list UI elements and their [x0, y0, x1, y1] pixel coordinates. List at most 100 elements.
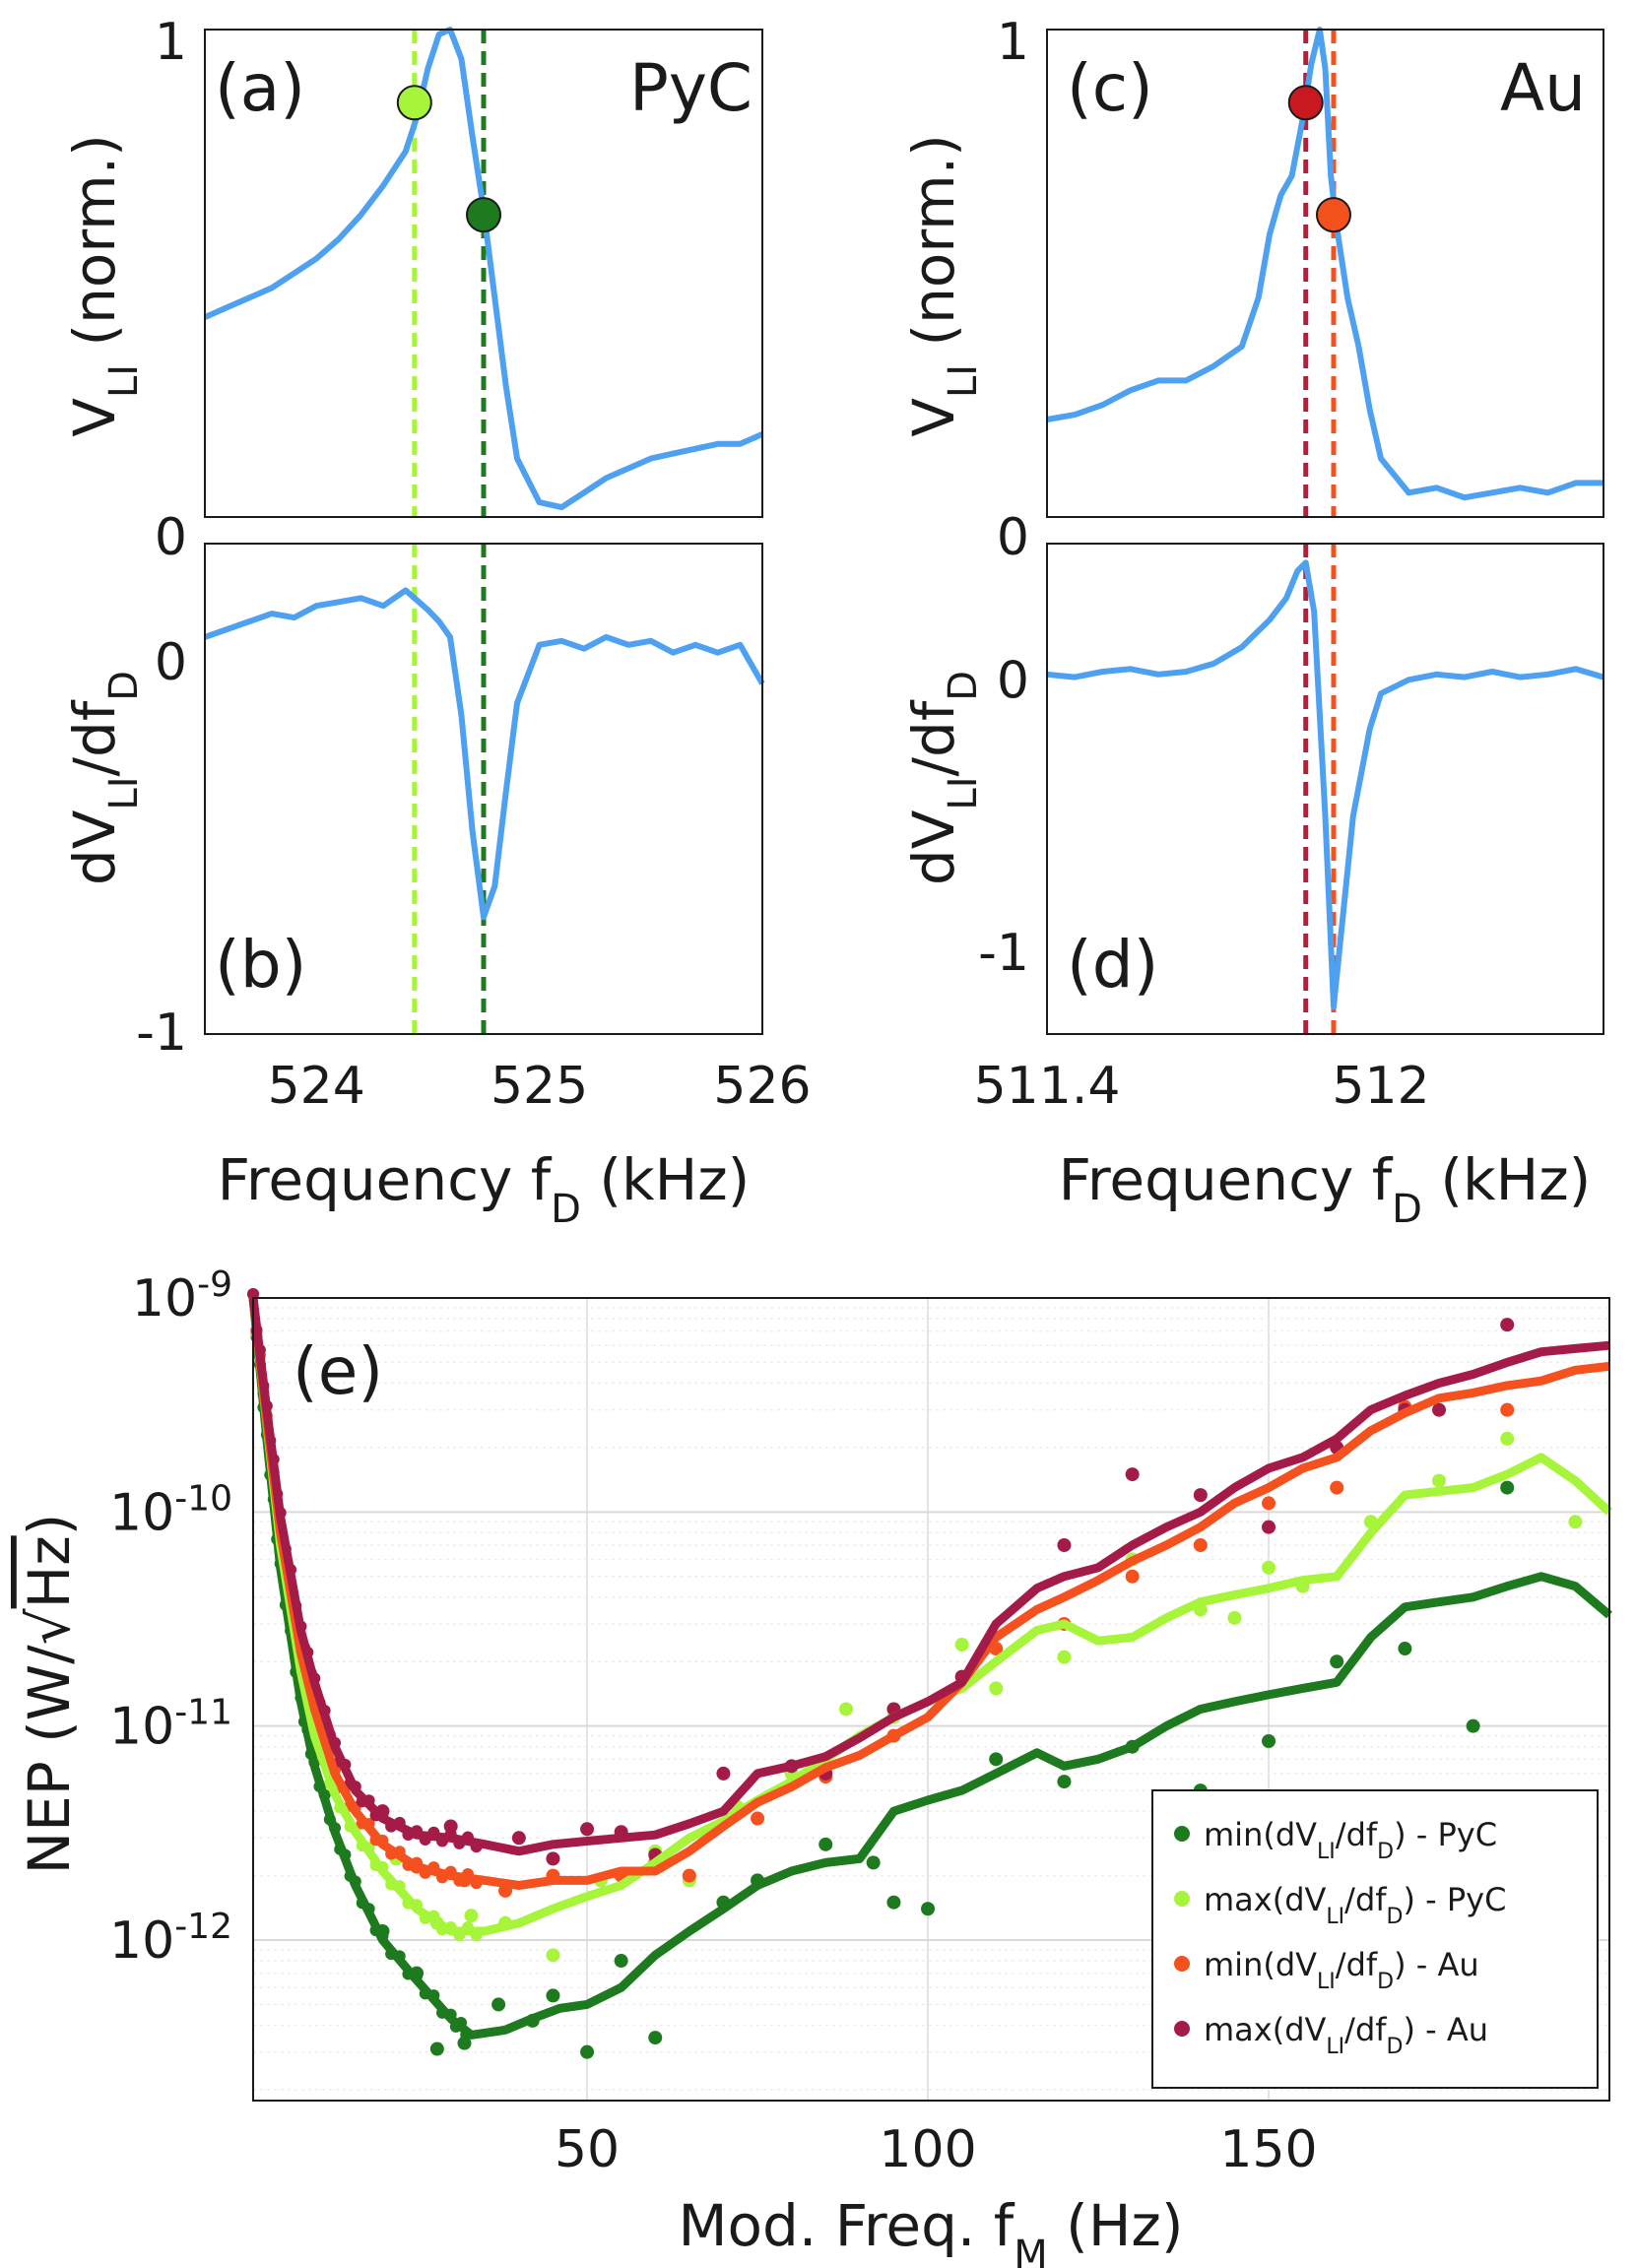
panel-e-dot-series-0 [1398, 1642, 1412, 1656]
legend-box [1151, 1789, 1599, 2089]
panel-d-label: (d) [1067, 927, 1158, 1003]
panel-b-xtick-0: 524 [268, 1057, 365, 1116]
panel-e-dot-series-0 [1057, 1775, 1072, 1789]
legend-label-min-pyc: min(dVLI/dfD) - PyC [1204, 1816, 1497, 1864]
panel-e-xlabel-sub: M [1014, 2233, 1048, 2268]
panel-e-line-series-2 [248, 1297, 1610, 1890]
panel-c-curve [1046, 27, 1603, 501]
panel-e-line-series-0 [248, 1297, 1612, 2040]
panel-e-dot-series-2 [682, 1868, 696, 1883]
panel-b-xlabel-main: Frequency f [218, 1146, 553, 1213]
panel-a-curve [203, 27, 764, 511]
panel-a-material: PyC [629, 50, 753, 126]
legend-marker-min-pyc [1174, 1826, 1190, 1842]
panel-e-plot [247, 1288, 1613, 2059]
panel-e-dot-series-3 [1057, 1537, 1072, 1552]
panel-c-ylabel-sub: LI [941, 364, 986, 398]
legend-label-max-pyc: max(dVLI/dfD) - PyC [1204, 1881, 1506, 1929]
panel-d-ylabel: dVLI/dfD [900, 671, 986, 885]
legend-label-max-au: max(dVLI/dfD) - Au [1204, 2011, 1488, 2059]
panel-c-material: Au [1500, 50, 1586, 126]
panel-b-xtick-2: 526 [713, 1057, 811, 1116]
panel-e-frame [252, 1297, 1610, 2102]
panel-d-ytick-0: -1 [978, 924, 1029, 983]
panel-e-dot-series-0 [886, 1895, 901, 1910]
panel-c-ytick-min: 0 [997, 508, 1029, 567]
panel-e-dot-series-0 [546, 1988, 560, 2003]
panel-a-ytick-max: 1 [155, 13, 187, 72]
panel-e-ylabel-rad: Hz [16, 1535, 83, 1608]
panel-e-xticks: 50 100 150 [555, 2120, 1318, 2179]
panel-e-dot-series-1 [464, 1909, 479, 1923]
panel-a-marker-0 [396, 85, 432, 121]
panel-b: (b) 0 -1 524 525 526 dVLI/dfD Frequency fD… [61, 543, 812, 1232]
panel-e-ylabel: NEP (W/√Hz) [16, 1514, 83, 1875]
panel-b-ylabel: dVLI/dfD [61, 671, 147, 885]
panel-a-frame [204, 29, 763, 518]
legend-label-min-au: min(dVLI/dfD) - Au [1204, 1946, 1479, 1994]
panel-a-ylabel: VLI (norm.) [61, 134, 147, 436]
panel-b-xlabel-sub: D [551, 1187, 581, 1232]
panel-e-label: (e) [293, 1333, 383, 1409]
panel-e-dot-series-0 [491, 1997, 506, 2012]
panel-e-xlabel-main: Mod. Freq. f [679, 2192, 1015, 2259]
panel-e-dot-series-0 [921, 1902, 936, 1916]
legend-entry-min-au: min(dVLI/dfD) - Au [1174, 1946, 1479, 1994]
panel-d-ylabel-mid: /df [900, 699, 967, 776]
panel-c-frame [1046, 29, 1604, 518]
panel-e-dot-series-0 [1330, 1654, 1344, 1669]
panel-e-dot-series-2 [1330, 1480, 1344, 1495]
panel-d-ylabel-main: dV [900, 810, 967, 885]
panel-e-dot-series-0 [866, 1855, 881, 1870]
panel-d-xlabel-sub: D [1392, 1187, 1422, 1232]
panel-e-ytick-0: 10-9 [132, 1264, 232, 1329]
panel-b-label: (b) [215, 927, 306, 1003]
panel-b-curve [204, 587, 765, 921]
panel-b-plot [204, 544, 765, 1034]
panel-b-ylabel-main: dV [61, 810, 128, 885]
legend-marker-max-pyc [1174, 1891, 1190, 1907]
panel-e-yticks: 10-9 10-10 10-11 10-12 [109, 1264, 232, 1972]
panel-e-dot-series-1 [1057, 1650, 1072, 1664]
panel-c-ytick-max: 1 [997, 13, 1029, 72]
panel-e-dot-series-1 [1262, 1560, 1276, 1575]
panel-e-xtick-2: 150 [1219, 2120, 1317, 2179]
panel-d: (d) -10 511.4 512 dVLI/dfD Frequency fD (… [900, 543, 1604, 1232]
legend-entry-max-pyc: max(dVLI/dfD) - PyC [1174, 1881, 1506, 1929]
panel-b-ylabel-sub2: D [101, 671, 147, 701]
panel-e-ytick-1: 10-10 [109, 1478, 232, 1543]
panel-e-dot-series-0 [1262, 1734, 1276, 1749]
panel-a-ylabel-suffix: (norm.) [61, 134, 128, 364]
panel-b-xticks: 524 525 526 [268, 1057, 812, 1116]
panel-d-xtick-1: 512 [1332, 1057, 1429, 1116]
legend-marker-min-au [1174, 1956, 1190, 1972]
panel-b-ylabel-sub: LI [101, 777, 147, 810]
panel-e-dot-series-2 [751, 1811, 765, 1826]
panel-d-xtick-0: 511.4 [974, 1057, 1121, 1116]
panel-e-dot-series-1 [1432, 1473, 1447, 1488]
panel-e-ylabel-root: √ [16, 1608, 83, 1645]
panel-c: (c) Au 1 0 VLI (norm.) [900, 13, 1604, 567]
panel-e-dot-series-2 [1500, 1402, 1515, 1417]
panel-d-ylabel-sub: LI [941, 777, 986, 810]
panel-d-yticks: -1 0 [978, 651, 1029, 983]
panel-b-ytick-min: -1 [136, 1004, 187, 1063]
panel-e-dot-series-3 [1125, 1467, 1140, 1482]
panel-d-xlabel-main: Frequency f [1059, 1146, 1394, 1213]
panel-a-ylabel-main: V [61, 398, 128, 437]
panel-e-dot-series-1 [989, 1681, 1004, 1696]
panel-e-dot-series-3 [1432, 1402, 1447, 1417]
panel-e-xtick-1: 100 [879, 2120, 976, 2179]
panel-e-line-series-3 [248, 1297, 1610, 1856]
panel-e-dot-series-0 [989, 1752, 1004, 1767]
panel-b-xlabel: Frequency fD (kHz) [218, 1146, 751, 1232]
panel-e-dot-series-0 [818, 1837, 833, 1851]
panel-a-marker-1 [466, 197, 501, 233]
legend: min(dVLI/dfD) - PyC max(dVLI/dfD) - PyC … [1151, 1789, 1599, 2089]
panel-c-ylabel: VLI (norm.) [900, 134, 986, 436]
panel-b-xtick-1: 525 [491, 1057, 588, 1116]
panel-b-ylabel-mid: /df [61, 699, 128, 776]
panel-e-dot-series-0 [648, 2031, 663, 2045]
panel-e-dot-series-0 [429, 2041, 444, 2056]
panel-e-ylabel-pre: NEP (W/ [16, 1645, 83, 1874]
